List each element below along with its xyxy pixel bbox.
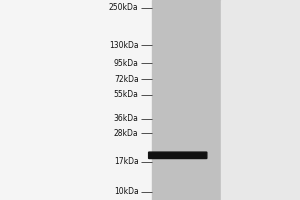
Text: 250kDa: 250kDa xyxy=(109,3,139,12)
Text: 36kDa: 36kDa xyxy=(114,114,139,123)
Text: 10kDa: 10kDa xyxy=(114,188,139,196)
Text: 95kDa: 95kDa xyxy=(114,59,139,68)
Text: 55kDa: 55kDa xyxy=(114,90,139,99)
Bar xyxy=(220,0,300,200)
Bar xyxy=(152,0,220,200)
Text: 72kDa: 72kDa xyxy=(114,75,139,84)
Text: 28kDa: 28kDa xyxy=(114,129,139,138)
FancyBboxPatch shape xyxy=(148,152,207,159)
Text: 17kDa: 17kDa xyxy=(114,157,139,166)
Text: 130kDa: 130kDa xyxy=(109,41,139,50)
